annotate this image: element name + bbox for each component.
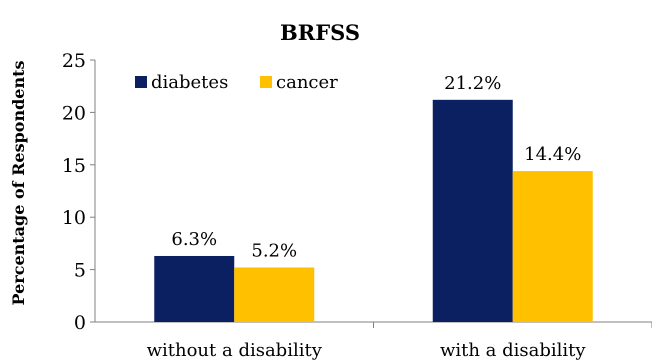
data-label: 14.4% <box>524 144 581 165</box>
data-label: 21.2% <box>444 73 501 94</box>
data-label: 5.2% <box>251 241 297 262</box>
legend-label-diabetes: diabetes <box>151 72 228 93</box>
y-tick-label: 15 <box>62 155 86 177</box>
legend-swatch-cancer <box>260 76 272 88</box>
bar-cancer-1 <box>512 171 593 322</box>
data-label: 6.3% <box>171 229 217 250</box>
legend-label-cancer: cancer <box>276 72 338 93</box>
y-tick-label: 5 <box>74 260 86 282</box>
legend-swatch-diabetes <box>135 76 147 88</box>
x-tick-label: with a disability <box>440 340 586 361</box>
bar-diabetes-1 <box>432 99 513 322</box>
y-tick-label: 25 <box>62 50 86 72</box>
x-tick-label: without a disability <box>147 340 323 361</box>
bar-cancer-0 <box>234 267 315 322</box>
y-tick-label: 0 <box>74 312 86 334</box>
y-tick-label: 20 <box>62 102 86 124</box>
y-tick-label: 10 <box>62 207 86 229</box>
bar-diabetes-0 <box>154 255 235 322</box>
chart-title: BRFSS <box>280 20 360 45</box>
y-axis-title: Percentage of Respondents <box>9 61 28 306</box>
